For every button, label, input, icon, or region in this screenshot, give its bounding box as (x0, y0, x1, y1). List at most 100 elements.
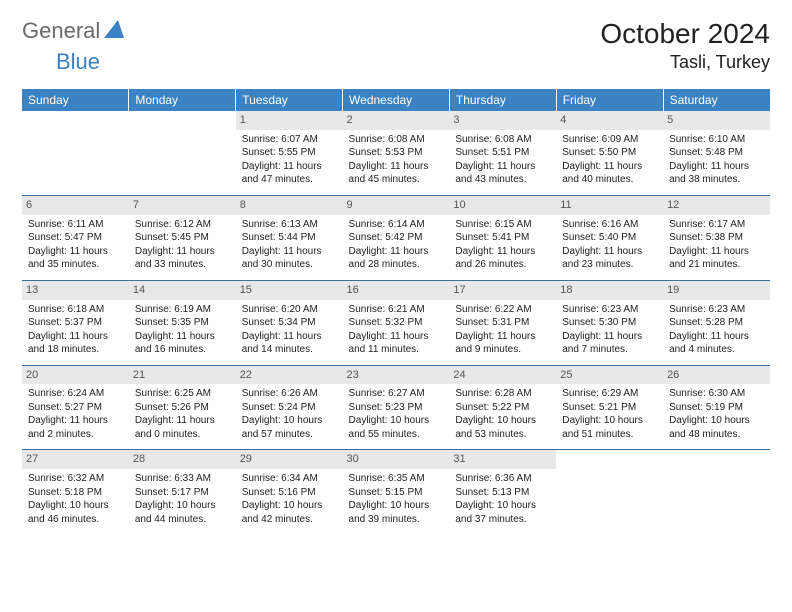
calendar-cell: 28Sunrise: 6:33 AMSunset: 5:17 PMDayligh… (129, 450, 236, 534)
sunset-text: Sunset: 5:41 PM (455, 231, 550, 245)
daylight-text: Daylight: 11 hours (349, 160, 444, 174)
sunrise-text: Sunrise: 6:10 AM (669, 133, 764, 147)
sunset-text: Sunset: 5:15 PM (349, 486, 444, 500)
daylight-text: and 45 minutes. (349, 173, 444, 187)
calendar-cell: 31Sunrise: 6:36 AMSunset: 5:13 PMDayligh… (449, 450, 556, 534)
weekday-header: Tuesday (236, 89, 343, 111)
calendar-cell: 2Sunrise: 6:08 AMSunset: 5:53 PMDaylight… (343, 111, 450, 195)
daylight-text: and 43 minutes. (455, 173, 550, 187)
sunset-text: Sunset: 5:45 PM (135, 231, 230, 245)
daylight-text: Daylight: 11 hours (562, 245, 657, 259)
sunset-text: Sunset: 5:37 PM (28, 316, 123, 330)
sunset-text: Sunset: 5:44 PM (242, 231, 337, 245)
sunset-text: Sunset: 5:53 PM (349, 146, 444, 160)
calendar-cell (129, 111, 236, 195)
daylight-text: and 9 minutes. (455, 343, 550, 357)
calendar-cell: 12Sunrise: 6:17 AMSunset: 5:38 PMDayligh… (663, 195, 770, 280)
daylight-text: Daylight: 11 hours (28, 330, 123, 344)
daylight-text: and 35 minutes. (28, 258, 123, 272)
sunrise-text: Sunrise: 6:11 AM (28, 218, 123, 232)
sunset-text: Sunset: 5:22 PM (455, 401, 550, 415)
sunset-text: Sunset: 5:38 PM (669, 231, 764, 245)
calendar-body: 1Sunrise: 6:07 AMSunset: 5:55 PMDaylight… (22, 111, 770, 534)
daylight-text: and 7 minutes. (562, 343, 657, 357)
daylight-text: and 28 minutes. (349, 258, 444, 272)
daylight-text: and 14 minutes. (242, 343, 337, 357)
calendar-cell: 19Sunrise: 6:23 AMSunset: 5:28 PMDayligh… (663, 280, 770, 365)
sunrise-text: Sunrise: 6:27 AM (349, 387, 444, 401)
daylight-text: Daylight: 11 hours (242, 330, 337, 344)
day-number: 17 (449, 281, 556, 300)
sunset-text: Sunset: 5:34 PM (242, 316, 337, 330)
sunset-text: Sunset: 5:28 PM (669, 316, 764, 330)
day-number: 6 (22, 196, 129, 215)
day-number: 7 (129, 196, 236, 215)
daylight-text: and 42 minutes. (242, 513, 337, 527)
sunrise-text: Sunrise: 6:08 AM (349, 133, 444, 147)
daylight-text: Daylight: 10 hours (455, 499, 550, 513)
calendar-cell: 3Sunrise: 6:08 AMSunset: 5:51 PMDaylight… (449, 111, 556, 195)
day-number: 10 (449, 196, 556, 215)
sunrise-text: Sunrise: 6:36 AM (455, 472, 550, 486)
day-number: 11 (556, 196, 663, 215)
sunrise-text: Sunrise: 6:25 AM (135, 387, 230, 401)
daylight-text: Daylight: 11 hours (135, 414, 230, 428)
daylight-text: and 44 minutes. (135, 513, 230, 527)
day-number: 14 (129, 281, 236, 300)
daylight-text: Daylight: 10 hours (349, 499, 444, 513)
daylight-text: Daylight: 11 hours (135, 330, 230, 344)
calendar-cell: 23Sunrise: 6:27 AMSunset: 5:23 PMDayligh… (343, 365, 450, 450)
day-number: 13 (22, 281, 129, 300)
daylight-text: and 11 minutes. (349, 343, 444, 357)
daylight-text: and 30 minutes. (242, 258, 337, 272)
sunrise-text: Sunrise: 6:12 AM (135, 218, 230, 232)
daylight-text: and 48 minutes. (669, 428, 764, 442)
daylight-text: Daylight: 11 hours (669, 330, 764, 344)
title-block: October 2024 Tasli, Turkey (600, 18, 770, 73)
sunrise-text: Sunrise: 6:33 AM (135, 472, 230, 486)
calendar-cell: 15Sunrise: 6:20 AMSunset: 5:34 PMDayligh… (236, 280, 343, 365)
daylight-text: Daylight: 11 hours (455, 330, 550, 344)
calendar-cell: 16Sunrise: 6:21 AMSunset: 5:32 PMDayligh… (343, 280, 450, 365)
day-number: 23 (343, 366, 450, 385)
sunrise-text: Sunrise: 6:28 AM (455, 387, 550, 401)
day-number: 29 (236, 450, 343, 469)
daylight-text: Daylight: 11 hours (669, 245, 764, 259)
weekday-header: Sunday (22, 89, 129, 111)
sunset-text: Sunset: 5:48 PM (669, 146, 764, 160)
calendar-cell: 22Sunrise: 6:26 AMSunset: 5:24 PMDayligh… (236, 365, 343, 450)
sunrise-text: Sunrise: 6:20 AM (242, 303, 337, 317)
daylight-text: and 55 minutes. (349, 428, 444, 442)
calendar-row: 1Sunrise: 6:07 AMSunset: 5:55 PMDaylight… (22, 111, 770, 195)
daylight-text: and 53 minutes. (455, 428, 550, 442)
daylight-text: and 2 minutes. (28, 428, 123, 442)
sunrise-text: Sunrise: 6:26 AM (242, 387, 337, 401)
daylight-text: Daylight: 11 hours (349, 245, 444, 259)
day-number: 25 (556, 366, 663, 385)
daylight-text: and 39 minutes. (349, 513, 444, 527)
calendar-cell: 5Sunrise: 6:10 AMSunset: 5:48 PMDaylight… (663, 111, 770, 195)
sunset-text: Sunset: 5:51 PM (455, 146, 550, 160)
sunrise-text: Sunrise: 6:29 AM (562, 387, 657, 401)
daylight-text: Daylight: 10 hours (135, 499, 230, 513)
sunset-text: Sunset: 5:24 PM (242, 401, 337, 415)
sunrise-text: Sunrise: 6:35 AM (349, 472, 444, 486)
sunrise-text: Sunrise: 6:13 AM (242, 218, 337, 232)
sunset-text: Sunset: 5:26 PM (135, 401, 230, 415)
day-number: 9 (343, 196, 450, 215)
sunset-text: Sunset: 5:35 PM (135, 316, 230, 330)
sunrise-text: Sunrise: 6:23 AM (562, 303, 657, 317)
sunset-text: Sunset: 5:19 PM (669, 401, 764, 415)
day-number: 3 (449, 111, 556, 130)
calendar-cell: 13Sunrise: 6:18 AMSunset: 5:37 PMDayligh… (22, 280, 129, 365)
calendar-cell: 20Sunrise: 6:24 AMSunset: 5:27 PMDayligh… (22, 365, 129, 450)
page-title: October 2024 (600, 18, 770, 50)
daylight-text: and 47 minutes. (242, 173, 337, 187)
daylight-text: and 38 minutes. (669, 173, 764, 187)
calendar-cell: 24Sunrise: 6:28 AMSunset: 5:22 PMDayligh… (449, 365, 556, 450)
day-number: 30 (343, 450, 450, 469)
sunrise-text: Sunrise: 6:34 AM (242, 472, 337, 486)
daylight-text: and 16 minutes. (135, 343, 230, 357)
daylight-text: Daylight: 11 hours (28, 245, 123, 259)
daylight-text: Daylight: 11 hours (242, 160, 337, 174)
